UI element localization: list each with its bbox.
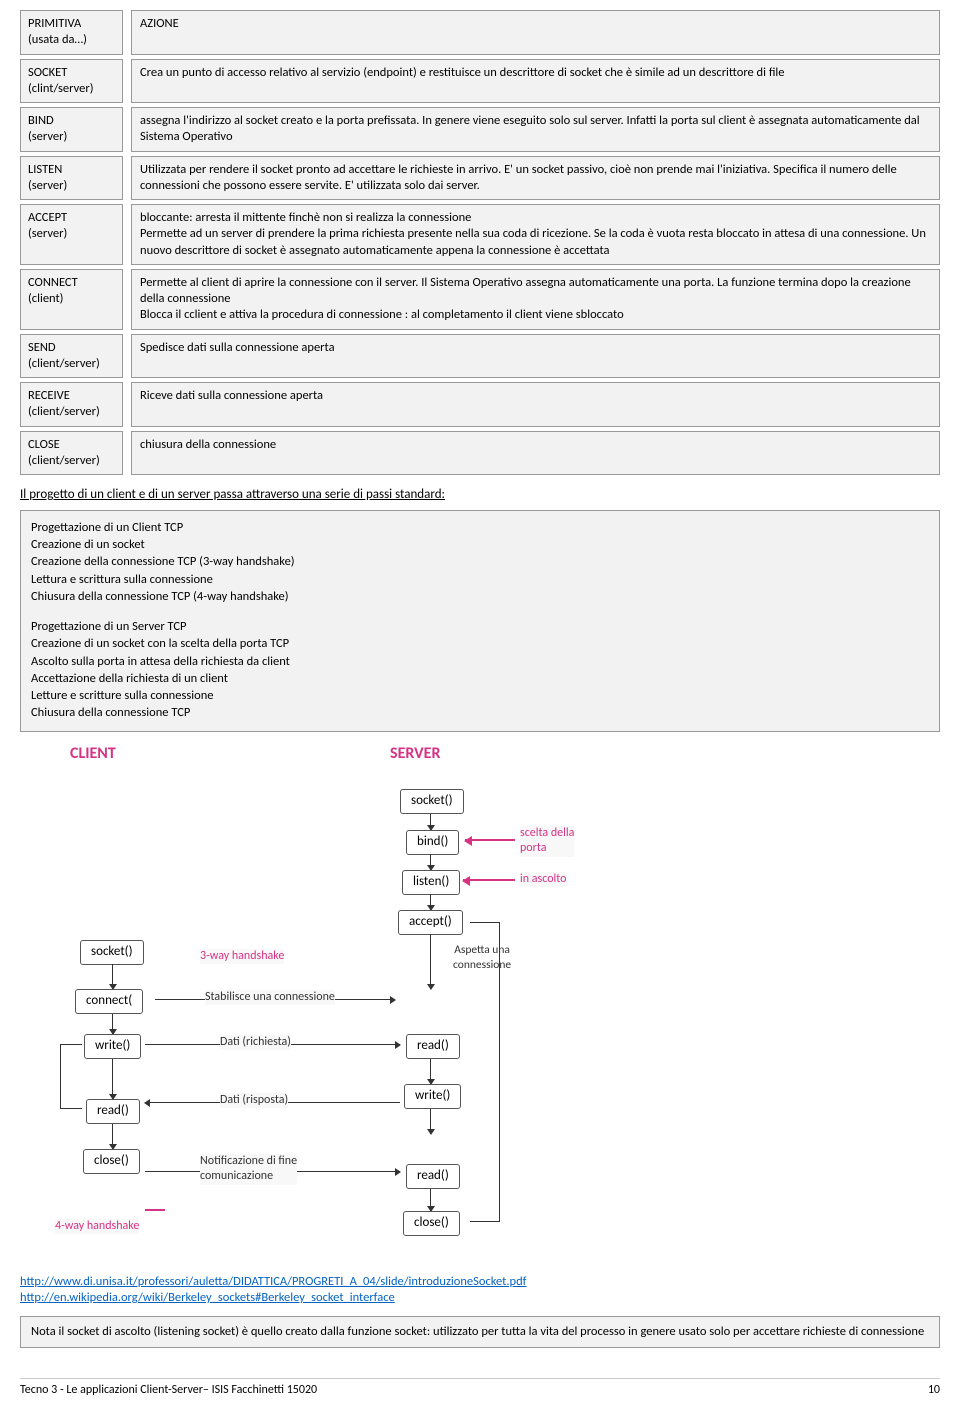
cell-primitive: CLOSE (client/server) — [20, 431, 123, 476]
primitives-table: PRIMITIVA (usata da…) AZIONE SOCKET (cli… — [20, 10, 940, 475]
cell-action: Spedisce dati sulla connessione aperta — [131, 334, 940, 379]
server-bind-box: bind() — [406, 830, 459, 855]
step-line: Lettura e scrittura sulla connessione — [31, 572, 929, 588]
step-line: Creazione di un socket — [31, 537, 929, 553]
client-title: CLIENT — [70, 744, 116, 765]
steps-server: Progettazione di un Server TCP Creazione… — [31, 619, 929, 722]
link-wikipedia[interactable]: http://en.wikipedia.org/wiki/Berkeley_so… — [20, 1290, 940, 1306]
server-listen-box: listen() — [402, 870, 460, 895]
dati-req-label: Dati (richiesta) — [220, 1035, 291, 1051]
arrow-icon — [430, 934, 431, 989]
loop-back-icon — [470, 922, 500, 1222]
cell-action: AZIONE — [131, 10, 940, 55]
cell-primitive: RECEIVE (client/server) — [20, 382, 123, 427]
loop-icon — [60, 1044, 82, 1109]
pink-line-icon — [145, 1209, 165, 1211]
client-socket-box: socket() — [80, 940, 144, 965]
scelta-porta-label: scelta della porta — [520, 826, 574, 857]
cell-action: chiusura della connessione — [131, 431, 940, 476]
cell-primitive: SOCKET (clint/server) — [20, 59, 123, 104]
cell-primitive: BIND (server) — [20, 107, 123, 152]
steps-client: Progettazione di un Client TCP Creazione… — [31, 520, 929, 605]
arrow-icon — [112, 1124, 113, 1149]
pink-arrow-icon — [465, 839, 515, 841]
client-server-diagram: CLIENT SERVER socket() bind() listen() a… — [50, 744, 910, 1264]
intro-text: Il progetto di un client e di un server … — [20, 487, 940, 504]
arrow-icon — [112, 964, 113, 989]
cell-action: Crea un punto di accesso relativo al ser… — [131, 59, 940, 104]
cell-action: bloccante: arresta il mittente finchè no… — [131, 204, 940, 265]
handshake3-label: 3-way handshake — [200, 949, 284, 965]
cell-primitive: SEND (client/server) — [20, 334, 123, 379]
table-row: BIND (server) assegna l'indirizzo al soc… — [20, 107, 940, 152]
arrow-icon — [112, 1059, 113, 1099]
note-box: Nota il socket di ascolto (listening soc… — [20, 1316, 940, 1348]
cell-action: Riceve dati sulla connessione aperta — [131, 382, 940, 427]
step-line: Creazione di un socket con la scelta del… — [31, 636, 929, 652]
step-line: Ascolto sulla porta in attesa della rich… — [31, 654, 929, 670]
server-close-box: close() — [403, 1211, 460, 1236]
table-row: LISTEN (server) Utilizzata per rendere i… — [20, 156, 940, 201]
pink-arrow-icon — [463, 879, 515, 881]
cell-primitive: ACCEPT (server) — [20, 204, 123, 265]
table-row: PRIMITIVA (usata da…) AZIONE — [20, 10, 940, 55]
arrow-icon — [430, 1059, 431, 1084]
server-title: SERVER — [390, 744, 440, 765]
server-read-box: read() — [406, 1034, 460, 1059]
step-line: Chiusura della connessione TCP (4-way ha… — [31, 589, 929, 605]
step-line: Creazione della connessione TCP (3-way h… — [31, 554, 929, 570]
dati-resp-label: Dati (risposta) — [220, 1093, 288, 1109]
cell-action: Permette al client di aprire la connessi… — [131, 269, 940, 330]
server-socket-box: socket() — [400, 789, 464, 814]
fine-comm-label: Notificazione di fine comunicazione — [200, 1154, 297, 1185]
step-line: Chiusura della connessione TCP — [31, 705, 929, 721]
table-row: SEND (client/server) Spedisce dati sulla… — [20, 334, 940, 379]
cell-primitive: CONNECT (client) — [20, 269, 123, 330]
arrow-icon — [430, 1109, 431, 1134]
server-accept-box: accept() — [398, 910, 463, 935]
page-footer: Tecno 3 - Le applicazioni Client-Server–… — [20, 1378, 940, 1399]
client-close-box: close() — [83, 1149, 140, 1174]
links-section: http://www.di.unisa.it/professori/aulett… — [20, 1274, 940, 1307]
table-row: SOCKET (clint/server) Crea un punto di a… — [20, 59, 940, 104]
client-connect-box: connect( — [75, 989, 143, 1014]
arrow-icon — [112, 1014, 113, 1034]
server-read2-box: read() — [406, 1164, 460, 1189]
arrow-icon — [430, 894, 431, 910]
arrow-icon — [430, 854, 431, 870]
arrow-icon — [430, 1189, 431, 1211]
link-unisa[interactable]: http://www.di.unisa.it/professori/aulett… — [20, 1274, 940, 1290]
step-line: Letture e scritture sulla connessione — [31, 688, 929, 704]
in-ascolto-label: in ascolto — [520, 872, 567, 888]
server-write-box: write() — [404, 1084, 461, 1109]
cell-primitive: PRIMITIVA (usata da…) — [20, 10, 123, 55]
table-row: ACCEPT (server) bloccante: arresta il mi… — [20, 204, 940, 265]
cell-action: Utilizzata per rendere il socket pronto … — [131, 156, 940, 201]
table-row: CLOSE (client/server) chiusura della con… — [20, 431, 940, 476]
table-row: CONNECT (client) Permette al client di a… — [20, 269, 940, 330]
step-line: Progettazione di un Server TCP — [31, 619, 929, 635]
client-write-box: write() — [84, 1034, 141, 1059]
step-line: Progettazione di un Client TCP — [31, 520, 929, 536]
stabilisce-label: Stabilisce una connessione — [205, 990, 335, 1006]
handshake4-label: 4-way handshake — [55, 1219, 139, 1235]
steps-box: Progettazione di un Client TCP Creazione… — [20, 510, 940, 732]
table-row: RECEIVE (client/server) Riceve dati sull… — [20, 382, 940, 427]
cell-primitive: LISTEN (server) — [20, 156, 123, 201]
step-line: Accettazione della richiesta di un clien… — [31, 671, 929, 687]
arrow-icon — [430, 814, 431, 830]
client-read-box: read() — [86, 1099, 140, 1124]
cell-action: assegna l'indirizzo al socket creato e l… — [131, 107, 940, 152]
